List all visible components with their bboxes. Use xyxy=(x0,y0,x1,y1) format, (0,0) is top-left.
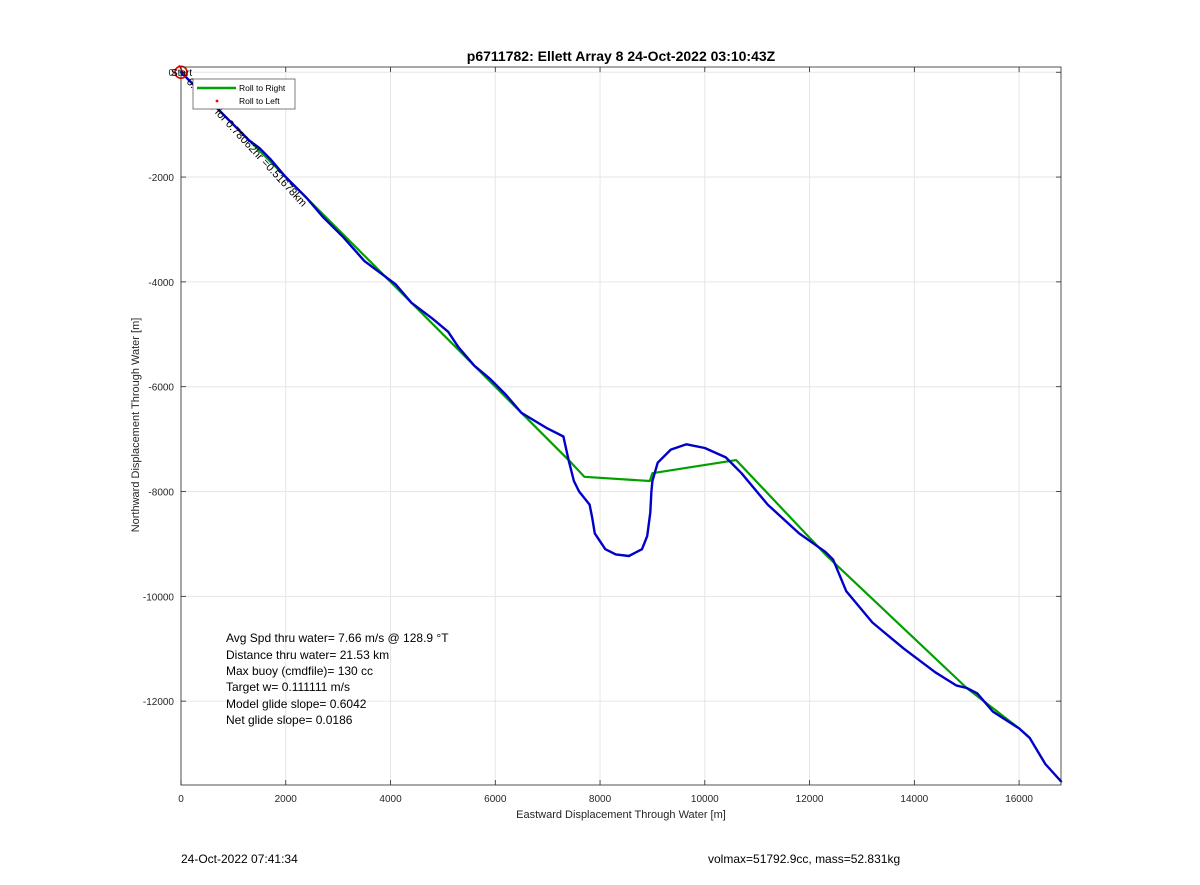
x-tick-label: 14000 xyxy=(900,794,928,805)
tick-labels: 0 2000 4000 6000 8000 10000 12000 14000 16000 -12… xyxy=(143,68,1034,805)
series-line-roll-right xyxy=(179,71,1021,730)
axes xyxy=(180,66,1062,786)
stat-target-w: Target w= 0.111111 m/s xyxy=(226,680,350,694)
x-tick-label: 10000 xyxy=(691,794,719,805)
chart-title: p6711782: Ellett Array 8 24-Oct-2022 03:… xyxy=(467,48,776,64)
legend-swatch-roll-left xyxy=(215,99,219,103)
y-tick-label: -10000 xyxy=(143,592,175,603)
stat-net-glide: Net glide slope= 0.0186 xyxy=(226,713,353,727)
stats-annotation: Avg Spd thru water= 7.66 m/s @ 128.9 °T … xyxy=(226,631,449,727)
stat-model-glide: Model glide slope= 0.6042 xyxy=(226,697,367,711)
x-axis-label: Eastward Displacement Through Water [m] xyxy=(516,809,726,821)
x-tick-label: 6000 xyxy=(484,794,507,805)
legend: Roll to Right Roll to Left xyxy=(192,78,296,110)
x-tick-label: 16000 xyxy=(1005,794,1033,805)
y-tick-label: -4000 xyxy=(148,278,174,289)
y-tick-label: -8000 xyxy=(148,488,174,499)
legend-box xyxy=(192,78,296,110)
x-tick-label: 2000 xyxy=(275,794,298,805)
grid xyxy=(180,67,1061,785)
stat-avg-speed: Avg Spd thru water= 7.66 m/s @ 128.9 °T xyxy=(226,631,449,645)
y-tick-label: -2000 xyxy=(148,173,174,184)
footer-date: 24-Oct-2022 07:41:34 xyxy=(181,852,298,866)
x-tick-label: 8000 xyxy=(589,794,612,805)
y-tick-label: -12000 xyxy=(143,697,175,708)
axes-box xyxy=(180,66,1062,786)
start-label: Start xyxy=(171,68,192,79)
y-tick-label: 0 xyxy=(168,68,174,79)
x-tick-label: 0 xyxy=(178,794,184,805)
legend-label-roll-left: Roll to Left xyxy=(239,96,280,106)
y-tick-label: -6000 xyxy=(148,383,174,394)
x-tick-label: 12000 xyxy=(796,794,824,805)
stat-max-buoy: Max buoy (cmdfile)= 130 cc xyxy=(226,664,373,678)
series-line-track xyxy=(179,70,1063,783)
legend-label-roll-right: Roll to Right xyxy=(239,83,286,93)
y-axis-label: Northward Displacement Through Water [m] xyxy=(130,318,142,533)
stat-distance: Distance thru water= 21.53 km xyxy=(226,648,389,662)
footer-info: volmax=51792.9cc, mass=52.831kg xyxy=(708,852,901,866)
start-marker-arrow xyxy=(178,64,186,77)
x-tick-label: 4000 xyxy=(379,794,402,805)
